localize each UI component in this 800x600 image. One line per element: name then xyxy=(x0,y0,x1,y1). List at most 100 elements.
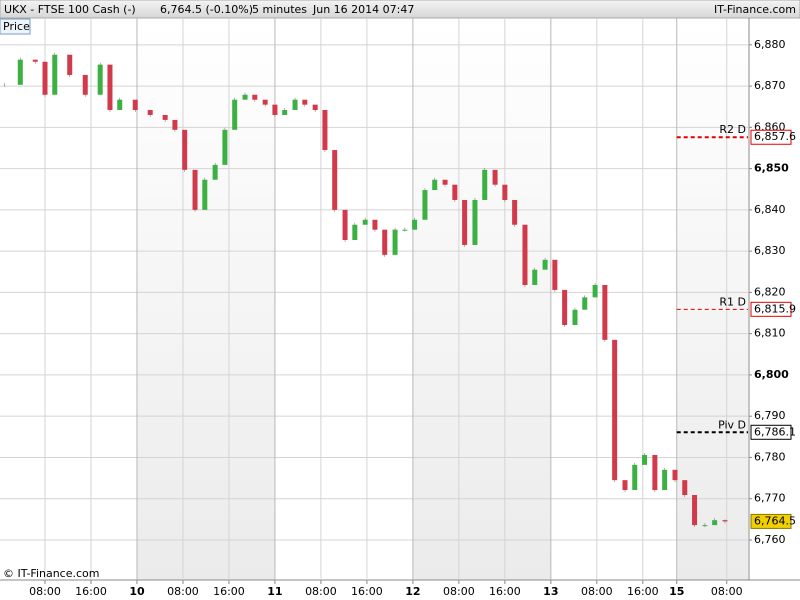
candle-body xyxy=(147,110,153,115)
y-tick-label: 6,840 xyxy=(754,203,786,216)
candle-body xyxy=(282,110,288,115)
candle-body xyxy=(182,129,188,170)
x-tick-label: 13 xyxy=(543,585,558,598)
level-box xyxy=(750,129,792,145)
candle-body xyxy=(452,184,458,200)
candle-body xyxy=(622,480,628,491)
x-tick-label: 16:00 xyxy=(489,585,521,598)
candle-body xyxy=(412,219,418,230)
candle-body xyxy=(17,59,23,85)
header-bar xyxy=(0,0,800,19)
candle-body xyxy=(82,74,88,95)
y-tick-label: 6,880 xyxy=(754,38,786,51)
quote: 6,764.5 (-0.10%) xyxy=(160,3,253,16)
candle-body xyxy=(632,464,638,491)
candle-body xyxy=(392,229,398,255)
candle-body xyxy=(512,199,518,225)
panel-tab[interactable] xyxy=(0,18,31,35)
level-value: 6,786.1 xyxy=(754,425,796,438)
last-price-box xyxy=(750,513,792,529)
candle-body xyxy=(682,480,688,495)
candle-body xyxy=(362,219,368,225)
candle-body xyxy=(672,469,678,481)
candle-body xyxy=(472,199,478,245)
level-value: 6,857.6 xyxy=(754,130,796,143)
x-tick-label: 08:00 xyxy=(581,585,613,598)
candle-body xyxy=(322,110,328,151)
candle-body xyxy=(202,179,208,210)
candle-body xyxy=(422,190,428,220)
y-tick-label: 6,760 xyxy=(754,533,786,546)
candle-body xyxy=(612,339,618,481)
x-tick-label: 16:00 xyxy=(351,585,383,598)
day-shade xyxy=(412,18,551,580)
copyright: © IT-Finance.com xyxy=(3,567,100,580)
candle-body xyxy=(542,259,548,270)
candle-body xyxy=(52,54,58,95)
candle-body xyxy=(382,229,388,255)
candle-body xyxy=(352,224,358,240)
y-tick-label: 6,830 xyxy=(754,244,786,257)
candle-body xyxy=(42,61,48,95)
candle-body xyxy=(662,469,668,491)
candle-body xyxy=(492,169,498,185)
panel-label[interactable]: Price xyxy=(3,20,30,33)
candle-body xyxy=(522,224,528,285)
candle-body xyxy=(332,150,338,210)
y-tick-label: 6,820 xyxy=(754,285,786,298)
brand: IT-Finance.com xyxy=(714,3,796,16)
candle-body xyxy=(107,64,113,111)
candle-body xyxy=(292,99,298,111)
interval: 5 minutes xyxy=(252,3,307,16)
candle-body xyxy=(97,64,103,95)
level-box xyxy=(750,424,792,440)
y-tick-label: 6,770 xyxy=(754,492,786,505)
x-tick-label: 08:00 xyxy=(305,585,337,598)
x-tick-label: 16:00 xyxy=(627,585,659,598)
candle-body xyxy=(552,259,558,290)
candle-body xyxy=(117,99,123,111)
level-name: R1 D xyxy=(719,295,746,308)
candle-body xyxy=(212,164,218,180)
x-tick-label: 12 xyxy=(405,585,420,598)
x-tick-label: 08:00 xyxy=(711,585,743,598)
x-tick-label: 10 xyxy=(129,585,145,598)
candle-body xyxy=(372,219,378,230)
day-shade xyxy=(136,18,275,580)
x-tick-label: 08:00 xyxy=(29,585,61,598)
candle-body xyxy=(712,520,718,526)
level-name: Piv D xyxy=(718,418,746,431)
candle-body xyxy=(692,494,698,526)
candle-body xyxy=(462,199,468,245)
last-price: 6,764.5 xyxy=(754,514,796,527)
candle-body xyxy=(722,520,728,522)
level-box xyxy=(750,301,792,317)
candle-body xyxy=(642,454,648,465)
y-tick-label: 6,800 xyxy=(754,368,789,381)
candle-body xyxy=(132,99,138,111)
candle-body xyxy=(232,99,238,130)
candle-body xyxy=(162,114,168,120)
candle-body xyxy=(192,169,198,210)
candle-body xyxy=(702,525,708,527)
x-tick-label: 08:00 xyxy=(167,585,199,598)
x-tick-label: 16:00 xyxy=(213,585,245,598)
instrument: UKX - FTSE 100 Cash (-) xyxy=(4,3,136,16)
candle-body xyxy=(222,129,228,165)
candle-body xyxy=(302,99,308,105)
candle-body xyxy=(482,169,488,200)
y-tick-label: 6,790 xyxy=(754,409,786,422)
y-tick-label: 6,850 xyxy=(754,162,789,175)
x-tick-label: 08:00 xyxy=(443,585,475,598)
candle-body xyxy=(342,209,348,240)
candle-body xyxy=(532,269,538,285)
candle-body xyxy=(32,59,38,62)
candle-body xyxy=(242,94,248,100)
candle-body xyxy=(582,297,588,310)
candle-body xyxy=(252,94,258,100)
candle-body xyxy=(402,229,408,231)
candle-body xyxy=(172,119,178,130)
timestamp: Jun 16 2014 07:47 xyxy=(312,3,414,16)
x-tick-label: 11 xyxy=(267,585,282,598)
